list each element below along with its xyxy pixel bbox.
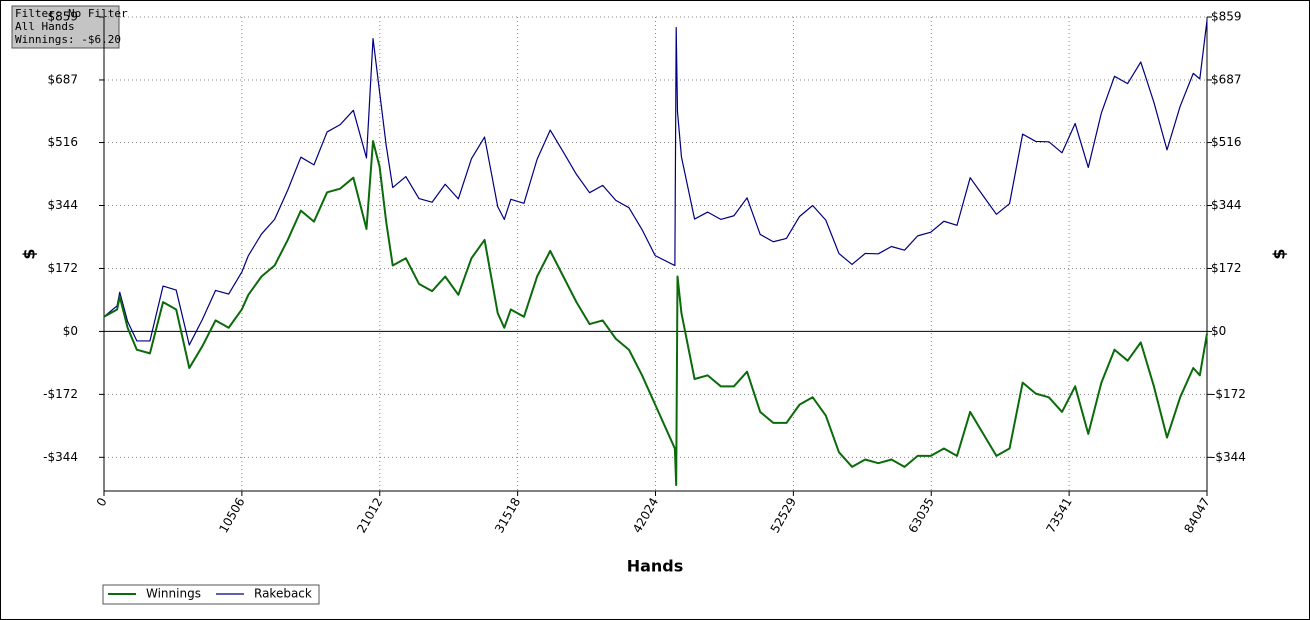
y-axis-label: $ — [20, 248, 39, 259]
y2-axis-label: $ — [1270, 248, 1289, 259]
annotation: Winnings: -$6.20 — [15, 33, 121, 46]
y2-tick-label: $0 — [1211, 324, 1226, 338]
y2-tick-label: $859 — [1211, 10, 1242, 24]
y-tick-label: $0 — [63, 324, 78, 338]
legend-label: Rakeback — [254, 587, 312, 601]
y-tick-label: $172 — [47, 261, 78, 275]
legend-label: Winnings — [146, 587, 201, 601]
line-series — [103, 20, 1208, 346]
y-tick-label: $516 — [47, 135, 78, 149]
y-tick-label: $859 — [47, 10, 78, 24]
y2-tick-label: $516 — [1211, 135, 1242, 149]
y-tick-label: $687 — [47, 72, 78, 86]
y2-tick-label: -$344 — [1211, 450, 1246, 464]
y2-tick-label: $344 — [1211, 198, 1242, 212]
y2-tick-label: -$172 — [1211, 387, 1246, 401]
y2-tick-label: $172 — [1211, 261, 1242, 275]
y-tick-label: -$344 — [43, 450, 78, 464]
y-tick-label: $344 — [47, 198, 78, 212]
annotation: All Hands — [15, 20, 75, 33]
line-series — [103, 140, 1208, 487]
x-axis-label: Hands — [627, 557, 684, 576]
legend — [102, 584, 320, 605]
info-box — [11, 5, 120, 49]
y2-tick-label: $687 — [1211, 72, 1242, 86]
y-tick-label: -$172 — [43, 387, 78, 401]
